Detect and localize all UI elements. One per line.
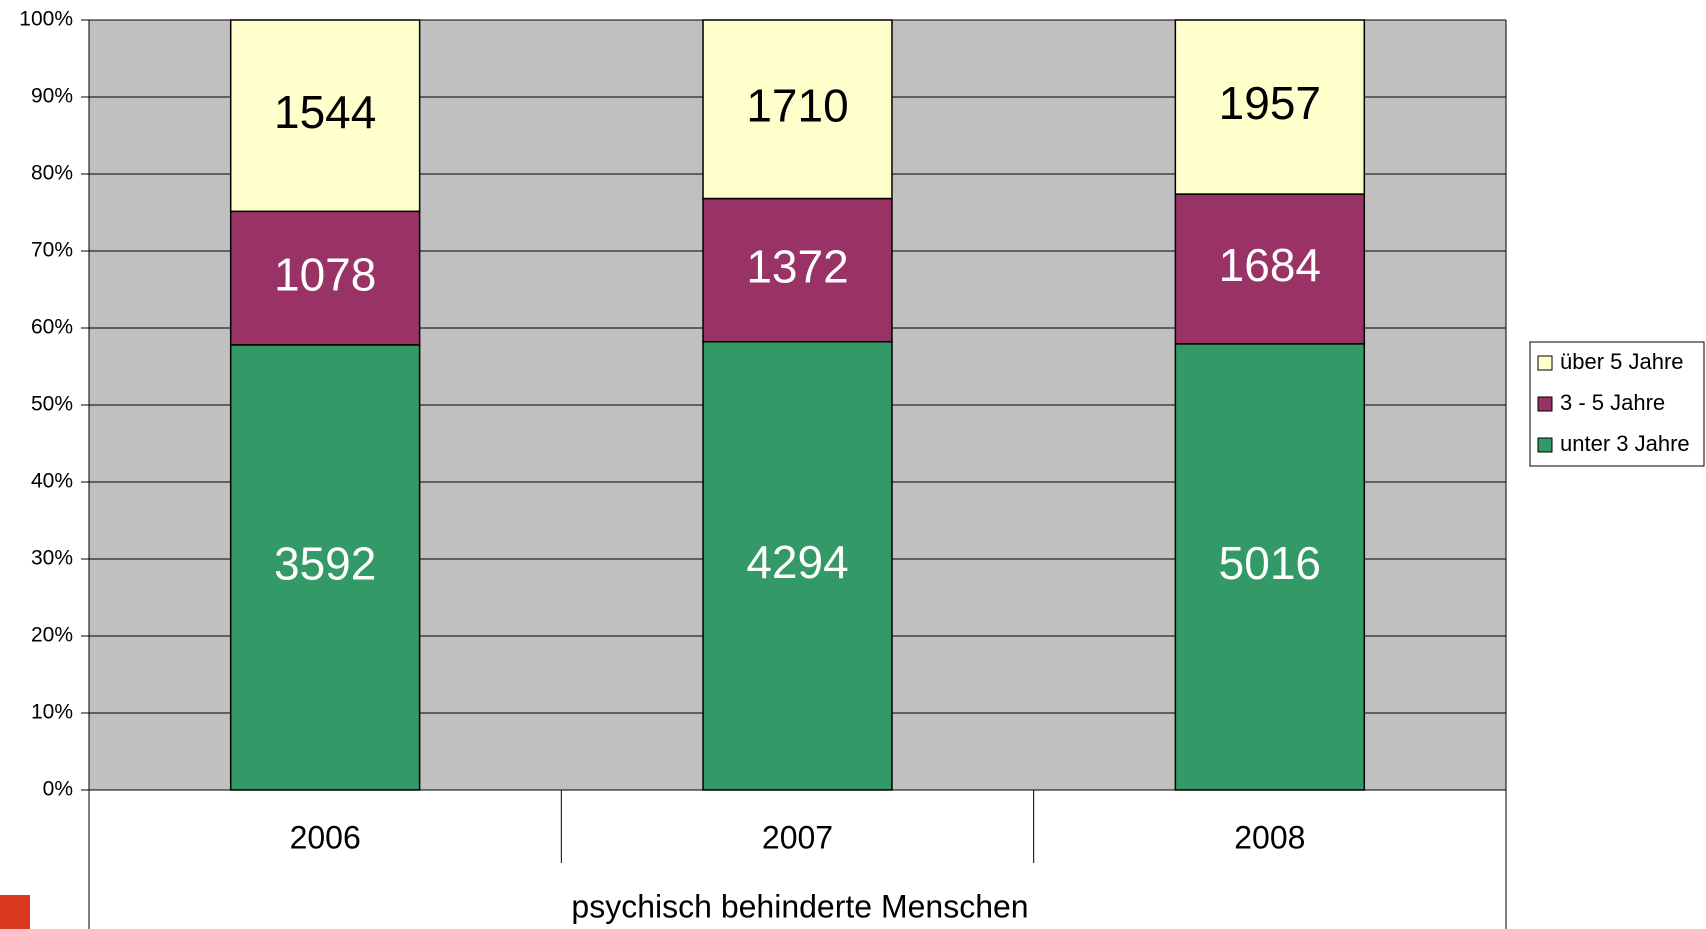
legend-swatch <box>1537 355 1553 371</box>
legend-swatch <box>1537 396 1553 412</box>
legend-label: 3 - 5 Jahre <box>1560 390 1665 415</box>
y-tick-label: 60% <box>31 316 73 339</box>
data-label: 1957 <box>1219 77 1321 129</box>
data-label: 4294 <box>746 536 848 588</box>
decoration <box>0 895 30 929</box>
x-tick-label: 2007 <box>762 819 833 855</box>
y-tick-label: 10% <box>31 701 73 724</box>
x-tick-label: 2006 <box>290 819 361 855</box>
data-label: 5016 <box>1219 537 1321 589</box>
data-label: 1372 <box>746 240 848 292</box>
data-label: 1710 <box>746 79 848 131</box>
bar-segment <box>1174 343 1366 791</box>
y-tick-label: 100% <box>19 8 73 31</box>
legend-label: über 5 Jahre <box>1560 349 1684 374</box>
bar-segment <box>702 19 893 200</box>
x-tick-label: 2008 <box>1234 819 1305 855</box>
data-label: 3592 <box>274 538 376 590</box>
bar-segment <box>702 197 893 343</box>
y-tick-label: 50% <box>31 393 73 416</box>
y-tick-label: 20% <box>31 624 73 647</box>
y-tick-label: 0% <box>43 778 73 801</box>
y-tick-label: 30% <box>31 547 73 570</box>
bar-segment <box>1174 19 1366 195</box>
data-label: 1544 <box>274 86 376 138</box>
bar-segment <box>1174 193 1366 345</box>
legend-box <box>1529 341 1705 467</box>
x-axis-title: psychisch behinderte Menschen <box>571 888 1028 924</box>
data-label: 1684 <box>1219 239 1321 291</box>
legend-label: unter 3 Jahre <box>1560 431 1690 456</box>
y-tick-label: 70% <box>31 239 73 262</box>
y-tick-label: 40% <box>31 470 73 493</box>
y-tick-label: 90% <box>31 85 73 108</box>
data-label: 1078 <box>274 248 376 300</box>
y-tick-label: 80% <box>31 162 73 185</box>
legend-swatch <box>1537 437 1553 453</box>
bar-segment <box>229 19 421 213</box>
bar-segment <box>229 210 421 346</box>
bar-segment <box>229 344 421 791</box>
